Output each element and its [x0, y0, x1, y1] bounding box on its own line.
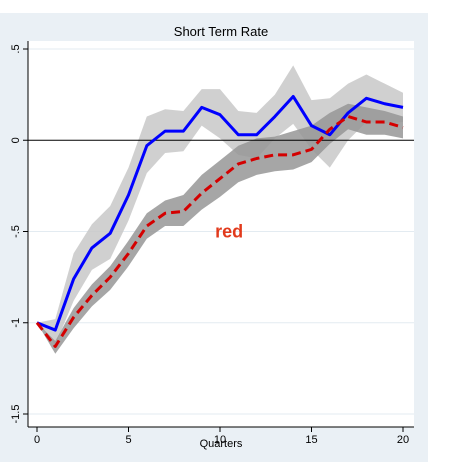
- x-axis-title: Quarters: [200, 438, 243, 450]
- annotation-red: red: [215, 222, 243, 242]
- x-tick-label: 15: [305, 434, 317, 446]
- y-tick-label: -1.5: [10, 405, 22, 424]
- y-tick-label: 0: [10, 137, 22, 143]
- series-lines: [35, 94, 404, 348]
- chart-svg: 0 5 10 15 20 -1.5 -1 -.5 0 .5 Short Term Rate Qu…: [10, 24, 414, 450]
- chart-title: Short Term Rate: [174, 24, 268, 39]
- series-line-2: [35, 115, 404, 348]
- x-tick-label: 0: [34, 434, 40, 446]
- y-tick-label: -.5: [10, 225, 22, 238]
- x-ticks: 0 5 10 15 20: [34, 427, 409, 446]
- axes: [27, 41, 414, 428]
- x-tick-label: 5: [125, 434, 131, 446]
- y-tick-label: -1: [10, 318, 22, 328]
- confidence-bands: [37, 65, 403, 354]
- y-tick-label: .5: [10, 44, 22, 53]
- x-tick-label: 10: [214, 434, 226, 446]
- confidence-band-2: [37, 103, 403, 354]
- chart-panel: 0 5 10 15 20 -1.5 -1 -.5 0 .5 Short Term Rate Qu…: [0, 13, 428, 462]
- y-ticks: -1.5 -1 -.5 0 .5: [10, 44, 28, 423]
- x-tick-label: 20: [397, 434, 409, 446]
